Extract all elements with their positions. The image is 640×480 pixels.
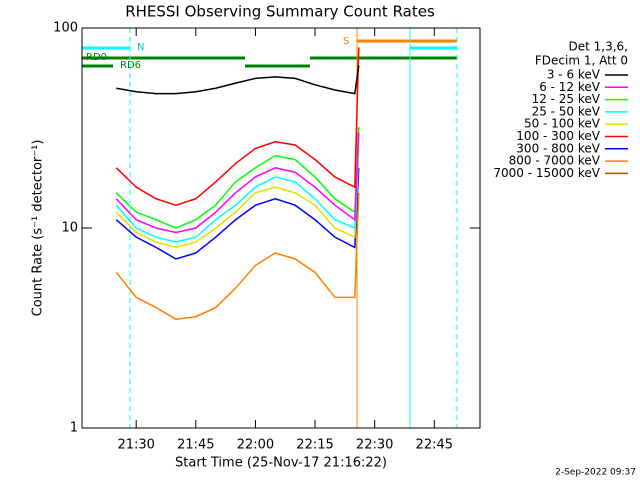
flag-label: S bbox=[343, 36, 349, 47]
x-tick-label: 21:45 bbox=[177, 438, 214, 453]
y-tick-label: 1 bbox=[70, 421, 78, 436]
legend-label: 3 - 6 keV bbox=[547, 68, 601, 82]
series-line bbox=[116, 65, 360, 95]
legend-label: 25 - 50 keV bbox=[532, 104, 601, 118]
flag-bars bbox=[82, 39, 457, 68]
legend-label: 300 - 800 keV bbox=[516, 141, 600, 155]
series-line bbox=[115, 138, 360, 243]
legend-title: FDecim 1, Att 0 bbox=[535, 54, 628, 68]
series-line bbox=[115, 167, 360, 260]
series-line bbox=[115, 126, 360, 229]
legend-label: 6 - 12 keV bbox=[539, 80, 601, 94]
series-line bbox=[115, 132, 360, 234]
flag-label: RD6 bbox=[120, 60, 141, 71]
timestamp: 2-Sep-2022 09:37 bbox=[555, 468, 636, 478]
x-tick-label: 22:45 bbox=[416, 438, 453, 453]
legend-label: 100 - 300 keV bbox=[516, 129, 600, 143]
legend-label: 12 - 25 keV bbox=[532, 92, 601, 106]
x-tick-label: 21:30 bbox=[117, 438, 154, 453]
x-tick-label: 22:30 bbox=[356, 438, 393, 453]
series-line bbox=[115, 47, 360, 206]
flag-label: N bbox=[137, 42, 144, 53]
series-line bbox=[115, 192, 360, 320]
legend-label: 7000 - 15000 keV bbox=[493, 166, 600, 180]
y-axis-label: Count Rate (s⁻¹ detector⁻¹) bbox=[31, 140, 46, 317]
legend-label: 50 - 100 keV bbox=[524, 117, 601, 131]
x-tick-label: 22:15 bbox=[296, 438, 333, 453]
series-line bbox=[115, 148, 360, 249]
x-axis-label: Start Time (25-Nov-17 21:16:22) bbox=[175, 456, 387, 471]
y-tick-label: 100 bbox=[53, 21, 78, 36]
legend-label: 800 - 7000 keV bbox=[509, 154, 601, 168]
x-tick-label: 22:00 bbox=[237, 438, 274, 453]
flag-label: RD0 bbox=[86, 52, 107, 63]
legend-title: Det 1,3,6, bbox=[569, 40, 629, 54]
chart-title: RHESSI Observing Summary Count Rates bbox=[125, 3, 435, 21]
y-tick-label: 10 bbox=[61, 221, 78, 236]
